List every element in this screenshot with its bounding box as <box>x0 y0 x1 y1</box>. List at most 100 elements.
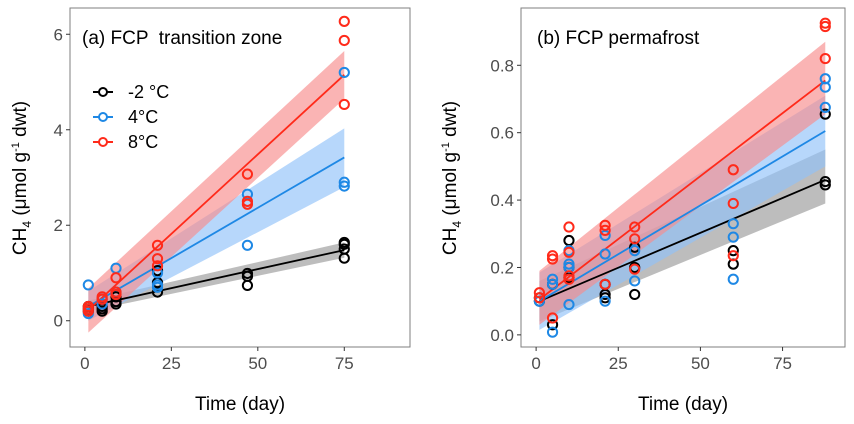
y-title-end: dwt) <box>10 101 31 142</box>
data-point-4 <box>727 273 739 285</box>
panel-a-points <box>82 15 350 320</box>
y-tick-label: 0.4 <box>490 191 514 210</box>
legend-label: -2 °C <box>128 82 169 102</box>
legend-item-4: 4°C <box>93 107 158 127</box>
legend-key-circle <box>98 137 108 147</box>
x-tick-label: 0 <box>80 354 89 373</box>
x-tick-label: 50 <box>248 354 267 373</box>
data-point-4 <box>82 279 94 291</box>
y-title-main: CH <box>440 228 461 255</box>
panel-b-points <box>533 17 831 338</box>
panel-b-border <box>520 7 846 348</box>
data-point-minus2 <box>727 245 739 257</box>
data-point-4 <box>727 231 739 243</box>
data-point-4 <box>599 248 611 260</box>
data-point-8 <box>96 291 108 303</box>
legend-item-8: 8°C <box>93 132 158 152</box>
x-tick-label: 75 <box>335 354 354 373</box>
data-point-minus2 <box>241 267 254 280</box>
fit-line-8 <box>538 79 826 301</box>
y-title-main: CH <box>10 228 31 255</box>
data-point-8 <box>563 273 575 285</box>
data-point-8 <box>533 287 546 299</box>
y-tick-label: 0.6 <box>490 124 514 143</box>
data-point-minus2 <box>599 292 611 304</box>
data-point-8 <box>819 17 831 29</box>
panel-b-y-axis: 0.0 0.2 0.4 0.6 0.8 <box>490 56 521 345</box>
data-point-4 <box>546 326 559 338</box>
data-point-8 <box>599 224 611 237</box>
y-tick-label: 6 <box>54 25 63 44</box>
data-point-4 <box>151 267 164 279</box>
data-point-8 <box>599 219 611 231</box>
y-title-end: dwt) <box>440 101 461 142</box>
y-tick-label: 2 <box>54 216 63 235</box>
data-point-4 <box>96 298 108 310</box>
ci-band-8 <box>539 41 826 325</box>
fit-line-minus2 <box>539 179 826 302</box>
data-point-8 <box>819 20 831 33</box>
data-point-8 <box>241 195 254 207</box>
data-point-8 <box>727 250 739 262</box>
panel-a-fit-lines <box>87 74 345 311</box>
x-tick-label: 0 <box>531 354 540 373</box>
data-point-8 <box>151 253 164 265</box>
data-point-8 <box>546 312 559 324</box>
data-point-4 <box>338 176 350 188</box>
legend-key-circle <box>98 87 108 97</box>
data-point-4 <box>338 180 350 192</box>
fit-line-minus2 <box>88 249 345 308</box>
fit-line-8 <box>87 74 345 311</box>
data-point-8 <box>151 239 164 251</box>
fit-line-4 <box>87 156 345 308</box>
data-point-4 <box>819 73 831 85</box>
data-point-8 <box>599 278 611 290</box>
data-point-minus2 <box>629 288 641 301</box>
data-point-8 <box>727 197 739 210</box>
legend-label: 8°C <box>128 132 158 152</box>
data-point-8 <box>629 263 641 275</box>
data-point-8 <box>241 168 254 180</box>
data-point-8 <box>546 250 559 262</box>
legend-item-minus2: -2 °C <box>93 82 169 102</box>
data-point-8 <box>82 300 94 313</box>
data-point-8 <box>338 98 350 111</box>
y-title-sub: 4 <box>450 221 464 228</box>
data-point-minus2 <box>819 175 831 188</box>
y-tick-label: 4 <box>54 121 63 140</box>
data-point-8 <box>629 233 641 245</box>
legend-label: 4°C <box>128 107 158 127</box>
data-point-minus2 <box>819 108 831 120</box>
data-point-4 <box>241 239 254 251</box>
panel-a-y-axis-title: CH4 (μmol g-1 dwt) <box>10 101 34 255</box>
y-tick-label: 0.8 <box>490 56 514 75</box>
panel-b-y-axis-title: CH4 (μmol g-1 dwt) <box>440 101 464 255</box>
y-title-mid: (μmol g <box>10 152 31 221</box>
data-point-8 <box>563 246 575 258</box>
fit-line-4 <box>538 130 826 302</box>
y-tick-label: 0 <box>54 312 63 331</box>
panel-a-y-axis: 0 2 4 6 <box>54 25 70 331</box>
panel-a-x-axis: 0 25 50 75 <box>80 347 354 373</box>
data-point-minus2 <box>546 319 559 331</box>
data-point-8 <box>563 270 575 282</box>
data-point-4 <box>151 279 164 291</box>
panel-a-border <box>69 7 411 348</box>
y-tick-label: 0.0 <box>490 326 514 345</box>
panel-b-x-axis-title: Time (day) <box>638 394 728 415</box>
panel-b-x-axis: 0 25 50 75 <box>531 347 792 373</box>
data-point-4 <box>546 278 559 290</box>
legend: -2 °C 4°C 8°C <box>93 82 169 152</box>
x-tick-label: 25 <box>609 354 628 373</box>
data-point-4 <box>546 273 559 285</box>
panel-b-fit-lines <box>538 79 826 302</box>
data-point-8 <box>338 15 350 27</box>
data-point-8 <box>110 272 122 284</box>
data-point-8 <box>110 286 122 298</box>
data-point-8 <box>151 260 164 272</box>
data-point-8 <box>563 221 575 233</box>
data-point-4 <box>629 245 641 257</box>
data-point-minus2 <box>819 179 831 191</box>
data-point-8 <box>546 253 559 265</box>
